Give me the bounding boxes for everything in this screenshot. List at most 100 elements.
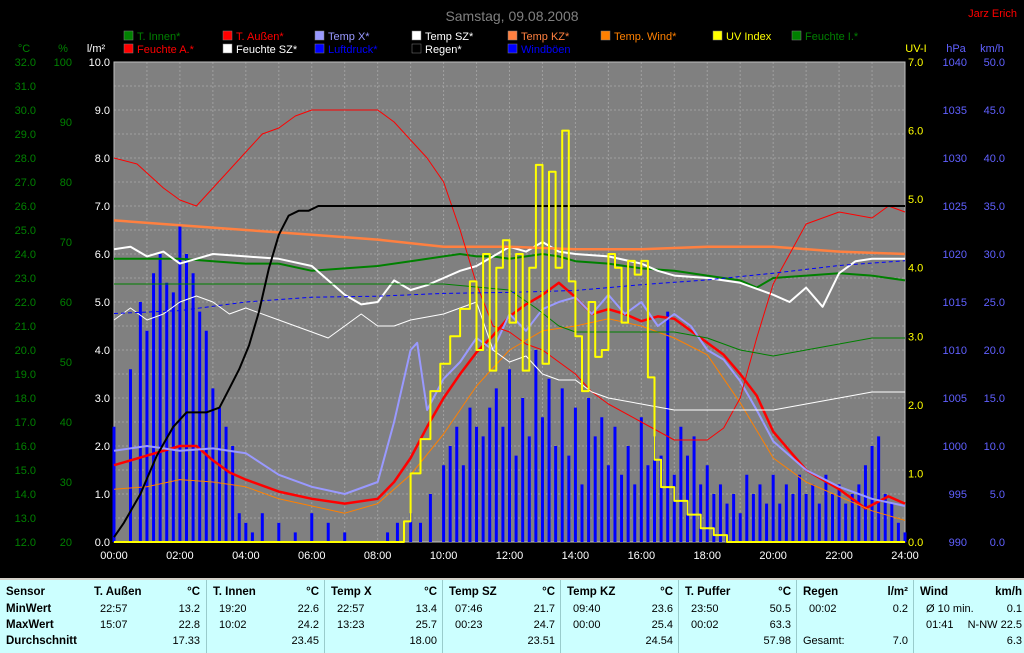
tick-label: 1030 <box>943 153 967 165</box>
author-label: Jarz Erich <box>968 8 1017 20</box>
durchschnitt-label: Durchschnitt <box>6 635 77 647</box>
tick-label: 12.0 <box>15 537 36 549</box>
legend-swatch <box>222 30 233 41</box>
x-tick-label: 00:00 <box>100 550 128 562</box>
legend-swatch <box>222 43 233 54</box>
tick-label: 13.0 <box>15 513 36 525</box>
pressure-axis-title: hPa <box>946 43 966 55</box>
tick-label: 20.0 <box>984 345 1005 357</box>
tick-label: 6.0 <box>95 249 110 261</box>
max-value: 25.4 <box>651 619 673 631</box>
max-time: 13:23 <box>337 619 365 631</box>
legend-swatch <box>123 30 134 41</box>
stats-column: T. Innen °C 19:20 22.6 10:02 24.2 23.45 <box>206 580 325 653</box>
min-time: 23:50 <box>691 603 719 615</box>
tick-label: 40 <box>60 417 72 429</box>
legend-swatch <box>507 43 518 54</box>
series-line <box>114 253 906 289</box>
series-line <box>113 318 906 521</box>
average-value: 57.98 <box>763 635 791 647</box>
wind-max-value: N-NW 22.5 <box>967 619 1022 631</box>
tick-label: 8.0 <box>95 153 110 165</box>
tick-label: 1015 <box>943 297 967 309</box>
tick-label: 70 <box>60 237 72 249</box>
legend-label: Windböen <box>521 44 571 56</box>
tick-label: 26.0 <box>15 201 36 213</box>
series-line <box>113 281 906 510</box>
tick-label: 31.0 <box>15 81 36 93</box>
max-value: 25.7 <box>415 619 437 631</box>
tick-label: 25.0 <box>15 225 36 237</box>
stats-table: Sensor MinWert MaxWert Durchschnitt T. A… <box>0 580 1024 653</box>
tick-label: 1040 <box>943 57 967 69</box>
x-tick-label: 08:00 <box>364 550 392 562</box>
legend-swatch <box>411 30 422 41</box>
weather-chart: Samstag, 09.08.2008 Jarz Erich T. Innen*… <box>0 0 1024 578</box>
tick-label: 35.0 <box>984 201 1005 213</box>
max-value: 63.3 <box>769 619 791 631</box>
tick-label: 2.0 <box>908 400 923 412</box>
column-unit: °C <box>778 586 791 598</box>
tick-label: 32.0 <box>15 57 36 69</box>
stats-regen-column: Regen l/m² 00:02 0.2 Gesamt: 7.0 <box>796 580 914 653</box>
series-line <box>113 241 905 308</box>
max-time: 00:02 <box>691 619 719 631</box>
axis-ticks: 32.0 31.0 30.0 29.0 28.0 27.0 26.0 25.0 24.0 23.0… <box>15 57 1005 562</box>
wind-axis-title: km/h <box>980 43 1004 55</box>
legend-swatch <box>314 30 325 41</box>
tick-label: 19.0 <box>15 369 36 381</box>
stats-column: Temp KZ °C 09:40 23.6 00:00 25.4 24.54 <box>560 580 679 653</box>
series-lines <box>113 109 906 543</box>
min-value: 22.6 <box>297 603 319 615</box>
tick-label: 1035 <box>943 105 967 117</box>
tick-label: 10.0 <box>984 441 1005 453</box>
tick-label: 30.0 <box>15 105 36 117</box>
tick-label: 17.0 <box>15 417 36 429</box>
tick-label: 29.0 <box>15 129 36 141</box>
tick-label: 2.0 <box>95 441 110 453</box>
legend-label: Regen* <box>425 44 462 56</box>
tick-label: 10.0 <box>89 57 110 69</box>
tick-label: 1010 <box>943 345 967 357</box>
tick-label: 60 <box>60 297 72 309</box>
uv-axis-title: UV-I <box>905 43 926 55</box>
legend-label: T. Außen* <box>236 31 284 43</box>
column-header: Temp SZ <box>449 586 497 598</box>
legend-label: Luftdruck* <box>328 44 378 56</box>
tick-label: 1000 <box>943 441 967 453</box>
tick-label: 0.0 <box>95 537 110 549</box>
x-tick-label: 12:00 <box>496 550 524 562</box>
sensor-header: Sensor <box>6 586 45 598</box>
tick-label: 4.0 <box>908 263 923 275</box>
tick-label: 100 <box>54 57 72 69</box>
max-value: 24.7 <box>533 619 555 631</box>
maxwert-label: MaxWert <box>6 619 54 631</box>
regen-total-label: Gesamt: <box>803 635 845 647</box>
stats-label-column: Sensor MinWert MaxWert Durchschnitt <box>0 580 88 653</box>
tick-label: 995 <box>949 489 967 501</box>
rain-axis-title: l/m² <box>87 43 106 55</box>
regen-header: Regen <box>803 586 839 598</box>
regen-min-value: 0.2 <box>892 603 908 615</box>
stats-column: Temp X °C 22:57 13.4 13:23 25.7 18.00 <box>324 580 443 653</box>
tick-label: 6.0 <box>908 126 923 138</box>
tick-label: 50.0 <box>984 57 1005 69</box>
min-time: 09:40 <box>573 603 601 615</box>
max-time: 00:00 <box>573 619 601 631</box>
legend-label: Feuchte A.* <box>137 44 195 56</box>
tick-label: 7.0 <box>908 57 923 69</box>
gust-bars <box>112 225 907 542</box>
series-line <box>113 205 905 538</box>
min-value: 23.6 <box>651 603 673 615</box>
column-unit: °C <box>660 586 673 598</box>
tick-label: 1005 <box>943 393 967 405</box>
chart-title: Samstag, 09.08.2008 <box>445 8 578 24</box>
tick-label: 1025 <box>943 201 967 213</box>
legend-swatch <box>791 30 802 41</box>
min-time: 19:20 <box>219 603 247 615</box>
wind-header: Wind <box>920 586 948 598</box>
average-value: 17.33 <box>172 635 200 647</box>
legend-label: UV Index <box>726 31 772 43</box>
tick-label: 22.0 <box>15 297 36 309</box>
tick-label: 15.0 <box>984 393 1005 405</box>
